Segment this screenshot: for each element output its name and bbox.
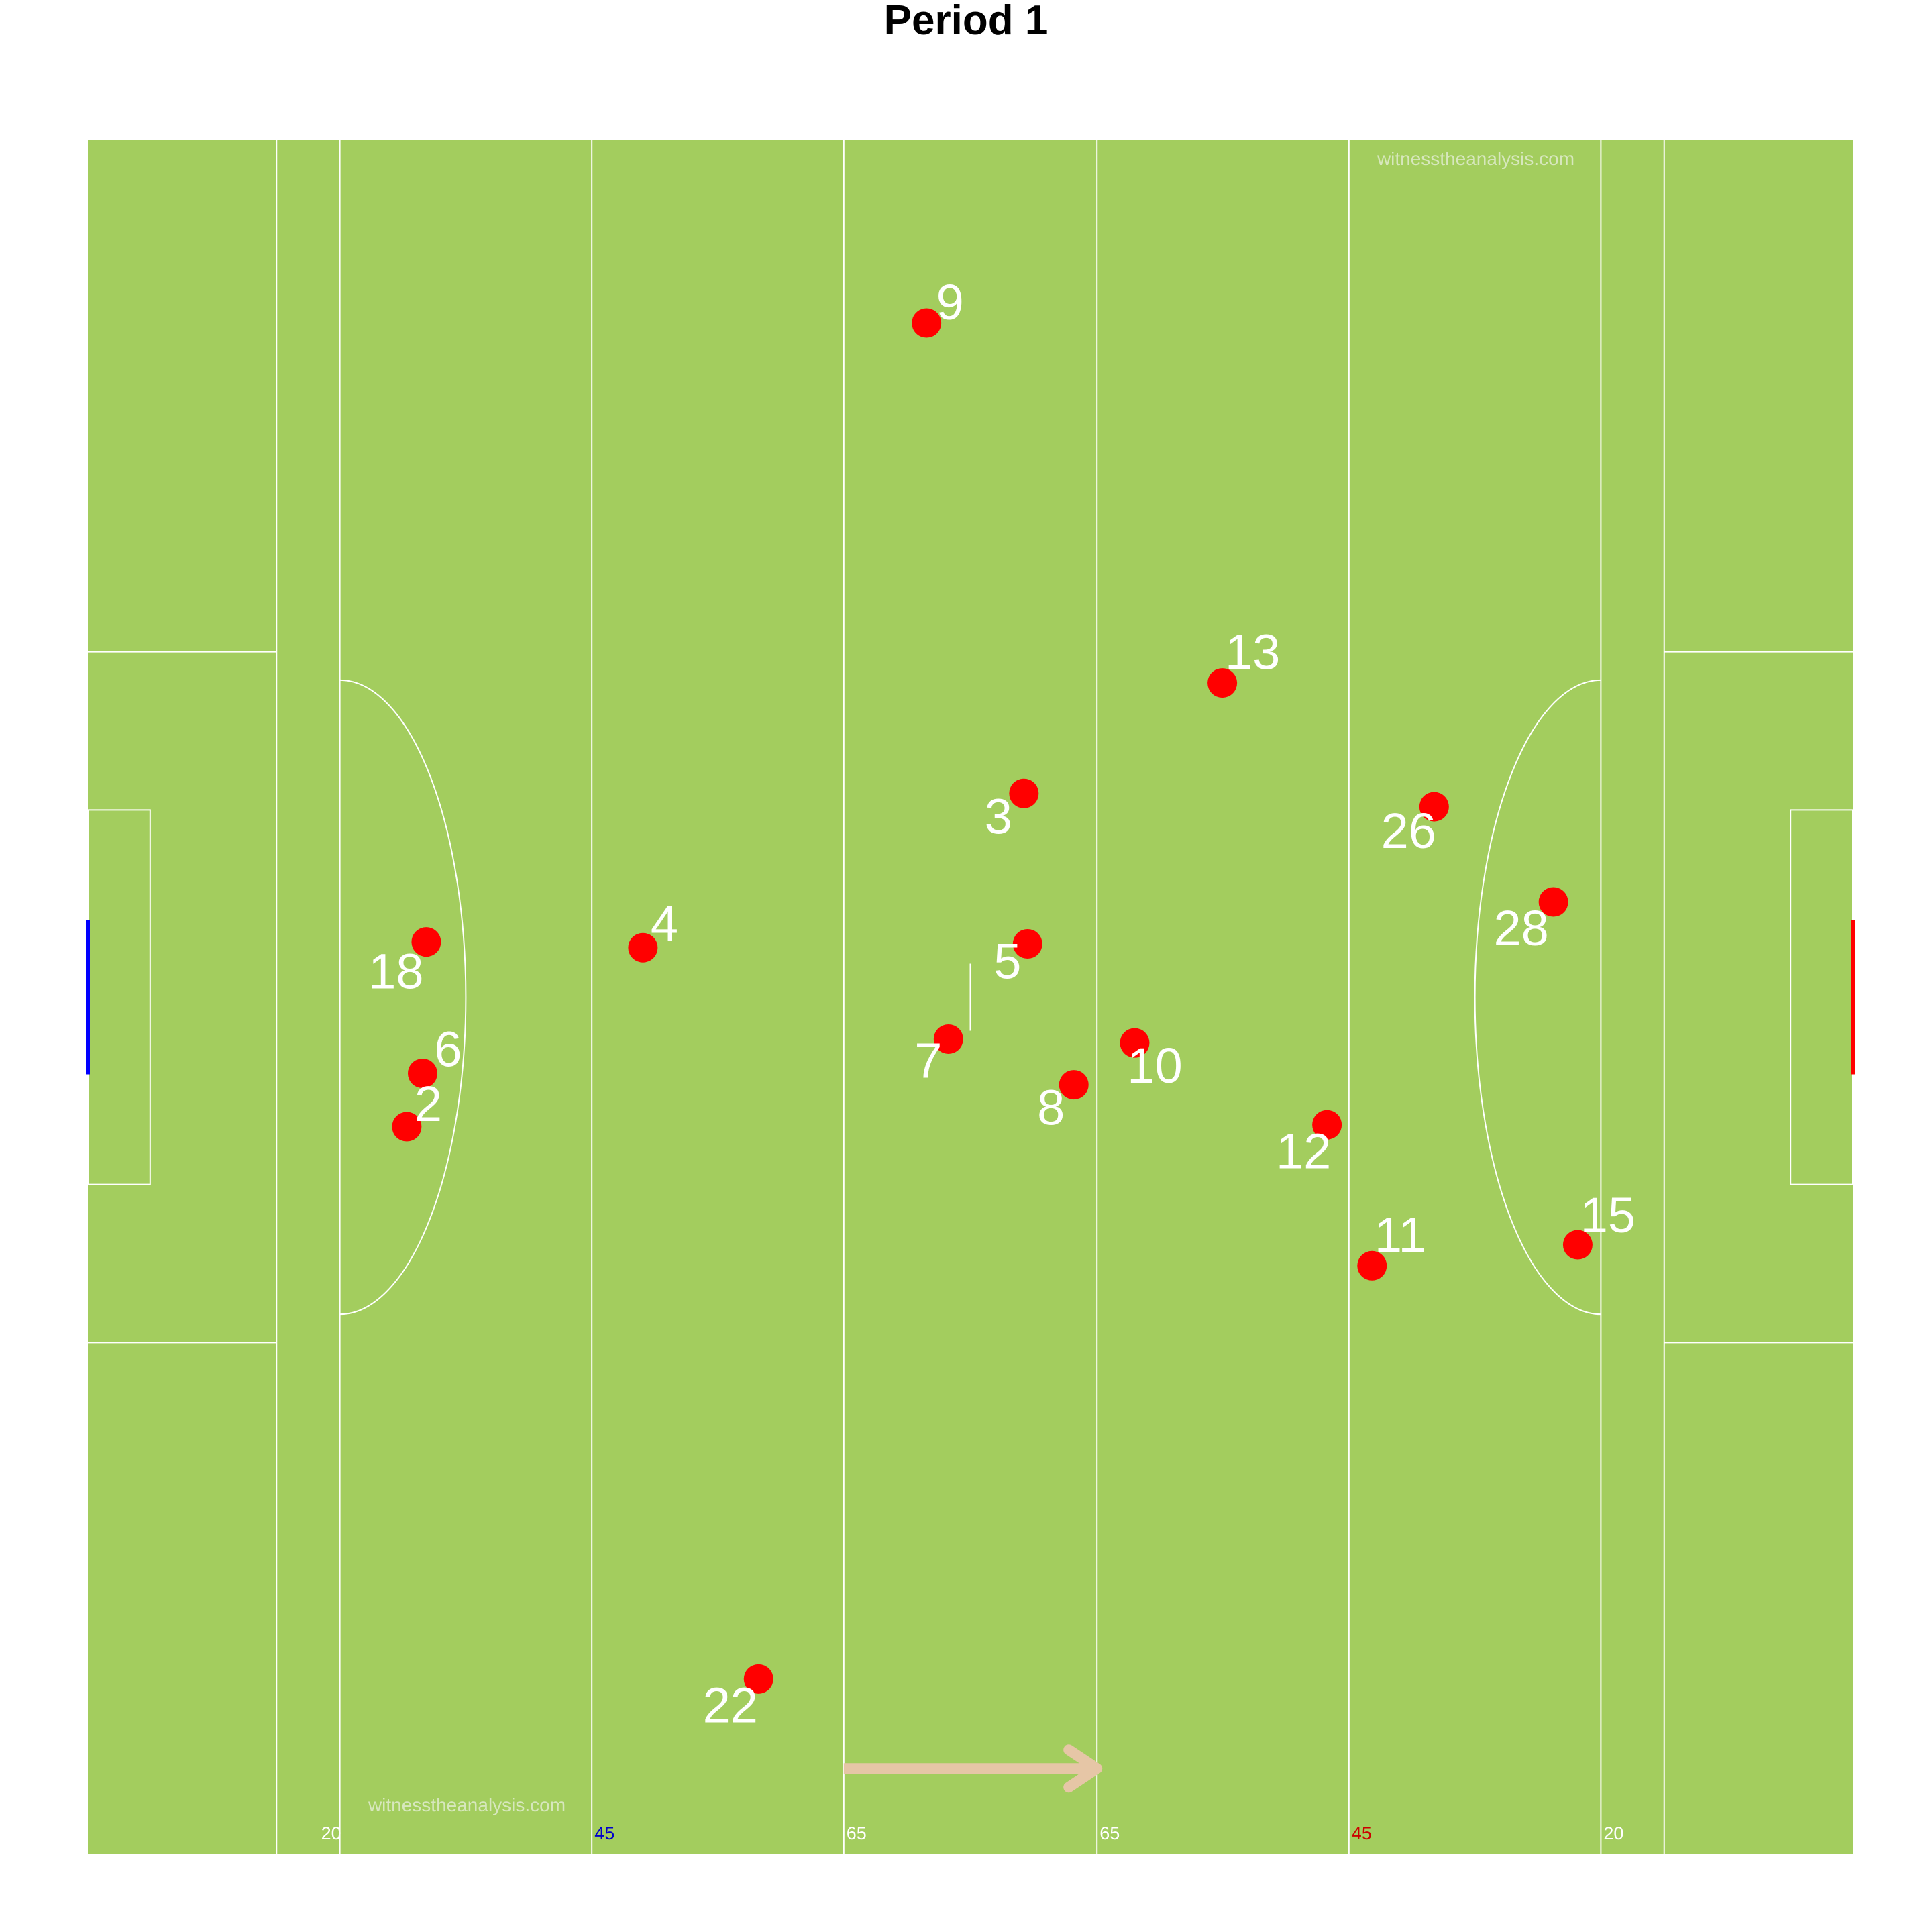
player-number-label: 26 — [1381, 803, 1436, 859]
player-marker — [1012, 929, 1042, 959]
arrow-head — [1063, 1744, 1103, 1793]
player-marker — [1562, 1230, 1593, 1260]
player-marker — [392, 1112, 422, 1142]
player-marker — [628, 932, 658, 963]
player-number-label: 11 — [1375, 1207, 1426, 1263]
player-number-label: 18 — [368, 944, 423, 1000]
player-number-label: 9 — [936, 274, 964, 330]
player-number-label: 12 — [1276, 1123, 1331, 1179]
distance-label: 20 — [1603, 1823, 1623, 1843]
player-number-label: 22 — [703, 1677, 758, 1733]
distance-labels: 20 45 65 65 45 20 — [321, 1823, 1624, 1843]
right-penalty-arc — [1474, 679, 1601, 1316]
player-number-label: 13 — [1225, 625, 1280, 680]
player-marker — [912, 308, 942, 338]
player-marker — [743, 1664, 773, 1694]
player-marker — [1208, 668, 1238, 698]
watermark-top: witnesstheanalysis.com — [1377, 148, 1574, 169]
player-marker — [1419, 792, 1449, 822]
player-marker — [407, 1059, 437, 1089]
player-marker — [1357, 1250, 1387, 1281]
chart-title: Period 1 — [883, 0, 1049, 44]
player-marker — [411, 927, 441, 957]
direction-arrow — [843, 1744, 1103, 1793]
right-large-box — [1664, 651, 1853, 1344]
left-penalty-arc — [339, 679, 467, 1316]
player-number-label: 2 — [415, 1076, 442, 1132]
player-number-label: 7 — [914, 1033, 942, 1089]
player-marker — [933, 1024, 963, 1054]
distance-label: 45 — [1352, 1823, 1372, 1843]
distance-label: 65 — [847, 1823, 867, 1843]
player-number-label: 5 — [994, 934, 1021, 989]
distance-label: 45 — [594, 1823, 614, 1843]
watermark-bottom: witnesstheanalysis.com — [368, 1794, 566, 1815]
player-number-label: 8 — [1037, 1080, 1065, 1136]
distance-label: 20 — [321, 1823, 341, 1843]
player-marker — [1009, 778, 1039, 808]
player-marker — [1120, 1028, 1150, 1058]
field-lines — [276, 140, 1665, 1854]
player-number-label: 6 — [434, 1022, 462, 1077]
player-markers: 9 13 3 26 28 18 4 57 10 6 8 2 12 11 15 22 — [368, 274, 1635, 1733]
player-number-label: 15 — [1580, 1187, 1635, 1243]
player-number-label: 3 — [985, 788, 1012, 844]
distance-label: 65 — [1099, 1823, 1120, 1843]
player-number-label: 4 — [651, 896, 678, 951]
player-marker — [1059, 1070, 1089, 1100]
left-large-box — [88, 651, 277, 1344]
player-marker — [1312, 1110, 1342, 1140]
player-marker — [1538, 887, 1568, 917]
player-number-label: 10 — [1127, 1038, 1182, 1093]
penalty-arcs — [339, 679, 1601, 1316]
player-number-label: 28 — [1493, 900, 1548, 956]
